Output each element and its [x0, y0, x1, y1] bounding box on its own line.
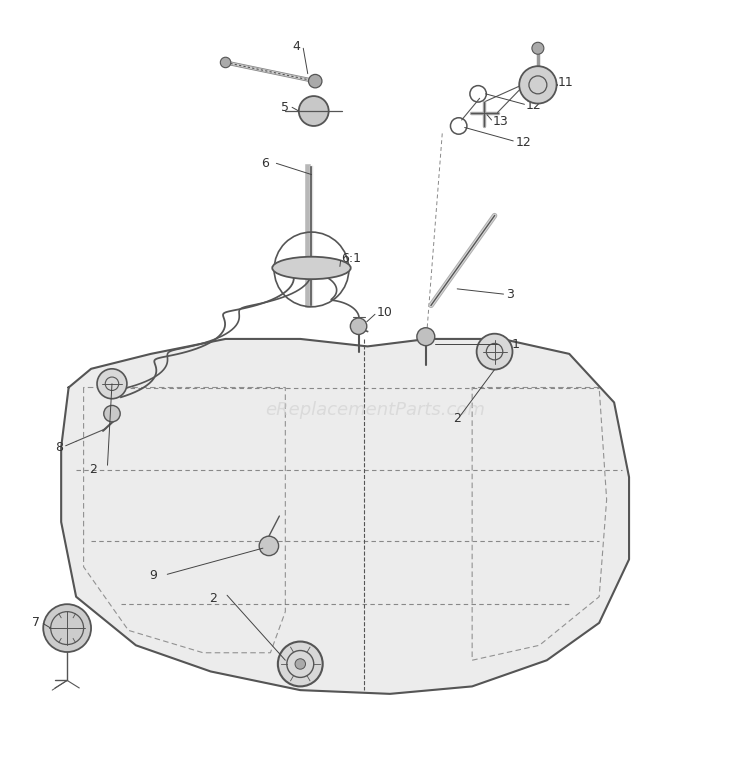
Text: 3: 3 [506, 288, 514, 301]
Circle shape [278, 642, 322, 687]
Circle shape [260, 536, 278, 556]
Circle shape [295, 659, 305, 669]
Ellipse shape [272, 257, 351, 279]
Text: 12: 12 [526, 98, 542, 112]
Circle shape [532, 43, 544, 54]
Circle shape [298, 96, 328, 126]
Text: 8: 8 [55, 441, 63, 454]
Text: 2: 2 [454, 412, 461, 425]
Text: 2: 2 [209, 592, 217, 604]
Text: eReplacementParts.com: eReplacementParts.com [265, 401, 485, 419]
Text: 3:1: 3:1 [500, 338, 520, 350]
Text: 4: 4 [292, 40, 300, 53]
Text: 6:1: 6:1 [341, 253, 362, 266]
Circle shape [308, 74, 322, 88]
Circle shape [417, 328, 435, 346]
Circle shape [476, 334, 512, 370]
Polygon shape [62, 339, 629, 694]
Text: 13: 13 [493, 115, 508, 128]
Text: 7: 7 [32, 616, 40, 629]
Circle shape [104, 405, 120, 422]
Text: 12: 12 [515, 136, 531, 149]
Text: 10: 10 [376, 306, 392, 319]
Text: 5: 5 [281, 101, 289, 114]
Circle shape [44, 604, 91, 652]
Circle shape [350, 318, 367, 335]
Text: 6: 6 [261, 157, 269, 170]
Circle shape [97, 369, 127, 398]
Text: 9: 9 [149, 570, 157, 582]
Circle shape [220, 57, 231, 67]
Circle shape [519, 66, 556, 104]
Text: 2: 2 [89, 463, 97, 476]
Text: 11: 11 [558, 76, 574, 89]
